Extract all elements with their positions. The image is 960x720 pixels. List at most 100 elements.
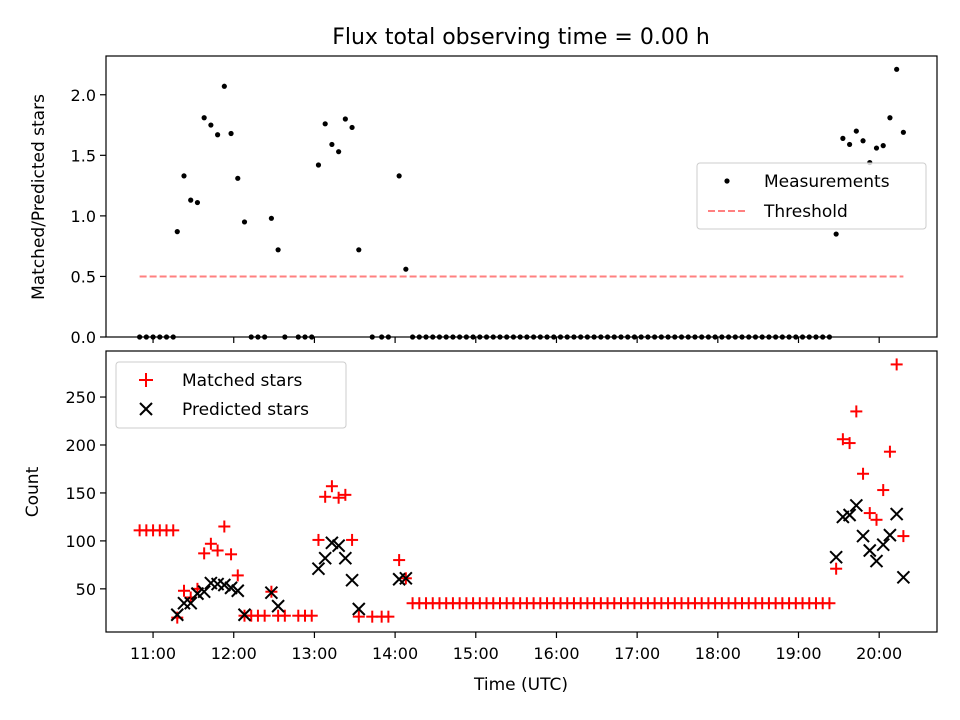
- legend-label-measurements: Measurements: [764, 172, 890, 192]
- bottom-legend: Matched stars Predicted stars: [115, 361, 347, 429]
- matched-stars-point: [393, 554, 406, 567]
- predicted-stars-point: [231, 584, 245, 598]
- matched-stars-point: [312, 533, 325, 546]
- x-tick-label: 19:00: [775, 644, 821, 663]
- bottom-axes-frame: [105, 350, 938, 633]
- measurement-point: [860, 138, 866, 144]
- predicted-stars-point-b: [863, 543, 877, 558]
- predicted-stars-point: [170, 608, 184, 622]
- legend-marker-measurements: [724, 178, 730, 184]
- predicted-stars-point: [224, 581, 238, 595]
- predicted-stars-point-b: [856, 529, 870, 543]
- predicted-stars-point: [896, 570, 911, 585]
- measurement-point: [235, 175, 241, 181]
- matched-stars-point: [204, 537, 217, 550]
- top-y-tick-label: 1.0: [71, 207, 96, 226]
- measurement-point: [215, 132, 221, 138]
- measurement-point: [188, 197, 194, 203]
- predicted-stars-point: [197, 585, 211, 599]
- x-tick-label: 20:00: [856, 644, 902, 663]
- measurement-point: [315, 162, 322, 168]
- top-axes-frame: [105, 55, 938, 338]
- predicted-stars-point: [869, 554, 884, 568]
- matched-stars-point: [319, 490, 332, 503]
- bottom-y-tick-label: 50: [76, 580, 96, 599]
- measurement-point: [322, 121, 328, 127]
- predicted-stars-point-b: [399, 571, 413, 586]
- measurement-point: [201, 115, 207, 121]
- x-tick-label: 17:00: [614, 644, 660, 663]
- predicted-stars-point-b: [829, 550, 843, 564]
- predicted-stars-point: [883, 528, 897, 542]
- predicted-stars-point: [399, 571, 413, 586]
- predicted-stars-point: [264, 585, 279, 600]
- predicted-stars-point-b: [318, 551, 332, 565]
- bottom-legend-frame: [115, 361, 347, 429]
- matched-stars-point: [231, 569, 244, 582]
- measurement-point: [336, 149, 342, 155]
- matched-stars-point: [863, 507, 876, 520]
- predicted-stars-point-b: [345, 573, 359, 587]
- measurement-point: [396, 173, 402, 179]
- top-y-tick-label: 2.0: [71, 86, 96, 105]
- measurement-point: [887, 115, 893, 121]
- predicted-stars-point: [345, 573, 359, 587]
- matched-stars-point: [332, 491, 345, 504]
- predicted-stars-point: [184, 596, 198, 610]
- measurement-point: [241, 219, 248, 225]
- top-x-ticks: [152, 337, 880, 343]
- predicted-stars-point-b: [237, 608, 252, 622]
- matched-stars-point: [857, 467, 870, 480]
- predicted-stars-point-b: [184, 596, 198, 610]
- x-axis-label: Time (UTC): [473, 675, 568, 695]
- top-y-axis: 0.0 0.5 1.0 1.5 2.0: [71, 86, 106, 347]
- matched-stars-point: [346, 533, 359, 546]
- predicted-stars-point: [856, 529, 870, 543]
- matched-stars-point: [382, 610, 395, 623]
- top-y-tick-label: 1.5: [71, 146, 96, 165]
- predicted-stars-point-b: [204, 576, 218, 590]
- predicted-stars-point-b: [883, 528, 897, 542]
- bottom-x-axis: 11:00 12:00 13:00 14:00 15:00 16:00 17:00 18:00…: [130, 632, 902, 663]
- bottom-y-axis: 50 100 150 200 250: [65, 388, 106, 599]
- legend-label-threshold: Threshold: [763, 202, 848, 222]
- chart-title: Flux total observing time = 0.00 h: [332, 25, 710, 50]
- measurement-point: [873, 145, 880, 151]
- predicted-stars-point-b: [170, 608, 184, 622]
- bottom-y-axis-label: Count: [23, 466, 43, 517]
- matched-stars-point: [225, 548, 238, 561]
- predicted-stars-point: [829, 550, 843, 564]
- predicted-stars-point: [863, 543, 877, 558]
- matched-stars-point: [278, 609, 291, 622]
- matched-stars-point: [211, 544, 224, 557]
- measurement-point: [900, 129, 906, 135]
- matched-stars-point: [305, 609, 318, 622]
- matched-stars-point: [883, 445, 896, 458]
- measurement-point: [349, 124, 355, 131]
- top-legend: Measurements Threshold: [696, 162, 927, 230]
- matched-stars-point: [843, 437, 856, 450]
- measurement-point: [329, 141, 335, 148]
- x-tick-label: 16:00: [533, 644, 579, 663]
- predicted-stars-point-b: [869, 554, 884, 568]
- predicted-stars-point-b: [849, 498, 864, 513]
- measurement-point: [840, 135, 846, 141]
- predicted-stars-point: [352, 602, 366, 616]
- matched-stars-point: [352, 610, 365, 623]
- predicted-stars-point: [889, 507, 904, 521]
- predicted-stars-point: [325, 536, 339, 550]
- predicted-stars-point-b: [896, 570, 911, 585]
- x-tick-label: 13:00: [291, 644, 337, 663]
- matched-stars-point: [897, 530, 910, 543]
- predicted-stars-point: [876, 538, 890, 552]
- matched-stars-point: [890, 358, 903, 371]
- series-predicted-stars: [170, 498, 911, 622]
- measurement-point: [228, 130, 234, 137]
- measurement-point: [894, 66, 900, 72]
- predicted-stars-point-b: [889, 507, 904, 521]
- predicted-stars-point-b: [210, 577, 225, 591]
- matched-stars-point: [830, 562, 843, 575]
- matched-stars-point: [167, 524, 180, 537]
- predicted-stars-point-b: [264, 585, 279, 600]
